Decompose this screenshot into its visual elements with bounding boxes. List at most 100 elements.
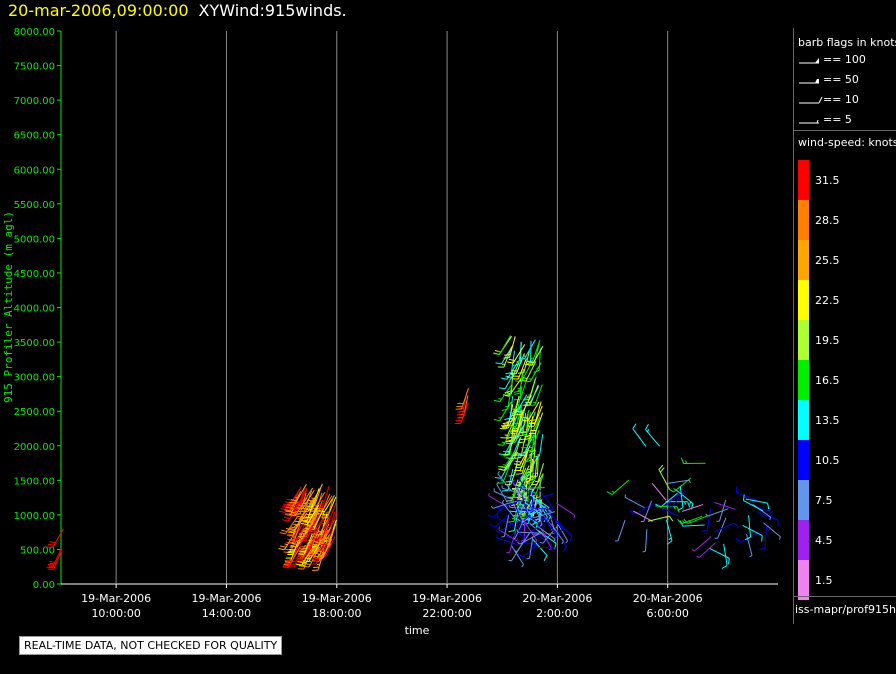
wind-barb-staff (524, 339, 536, 360)
wind-barb-feather (528, 449, 535, 453)
wind-barb-feather (506, 442, 513, 445)
wind-barb-staff (546, 511, 564, 528)
wind-barb-feather (291, 542, 298, 546)
wind-barb (46, 547, 63, 569)
wind-barb-staff (707, 508, 729, 517)
colorbar-swatch (798, 360, 809, 400)
wind-barb-feather (285, 514, 292, 517)
x-tick-label-time: 22:00:00 (422, 607, 471, 620)
wind-barb-feather (521, 419, 528, 422)
wind-barb-staff (306, 505, 319, 525)
wind-barb-feather (537, 506, 540, 510)
y-tick-label: 5500.00 (14, 200, 55, 211)
wind-barb-feather (284, 509, 291, 512)
wind-barb (507, 344, 526, 364)
wind-barb-staff (667, 479, 690, 484)
wind-barb-staff (531, 507, 554, 511)
wind-barb-staff (529, 536, 534, 559)
wind-barb-feather (761, 535, 763, 542)
wind-barb-staff (289, 491, 302, 511)
wind-barb-feather (515, 380, 522, 383)
wind-barb-staff (511, 400, 519, 422)
wind-barb (658, 464, 670, 490)
wind-barb-staff (519, 341, 522, 364)
wind-barb-staff (521, 495, 529, 517)
wind-barb-feather (531, 515, 535, 519)
y-tick-label: 4500.00 (14, 269, 55, 280)
wind-barb-feather (517, 372, 524, 374)
colorbar-label: 4.5 (815, 534, 833, 547)
colorbar-label: 19.5 (815, 334, 840, 347)
wind-barb-staff (517, 358, 527, 380)
wind-barb-feather (744, 536, 751, 541)
wind-barb (629, 503, 655, 515)
wind-barb-staff (530, 438, 535, 461)
wind-barb (318, 529, 334, 551)
wind-barb-staff (516, 489, 523, 511)
wind-barb-feather (514, 363, 521, 367)
wind-barb-feather (668, 505, 672, 508)
wind-barb-feather (759, 547, 766, 551)
wind-barb-feather (304, 563, 311, 565)
wind-barb-staff (525, 412, 529, 435)
flag-barb-icon (799, 79, 819, 84)
wind-barb (745, 533, 753, 558)
wind-barb-feather (493, 353, 500, 356)
wind-barb-feather (659, 467, 665, 473)
wind-barb-feather (496, 481, 500, 485)
wind-barb-staff (624, 496, 645, 509)
wind-barb-feather (322, 514, 329, 516)
wind-barb (757, 511, 779, 527)
wind-barb-staff (518, 478, 531, 498)
wind-barb-feather (497, 350, 502, 353)
wind-barb-staff (533, 498, 552, 513)
wind-barb-staff (671, 489, 686, 508)
wind-barb (497, 346, 513, 368)
colorbar-swatch (798, 440, 809, 480)
wind-barb-feather (689, 501, 692, 505)
wind-barb-staff (525, 477, 528, 501)
wind-barb-feather (302, 502, 306, 505)
wind-barb-feather (302, 560, 309, 563)
wind-barb-feather (562, 546, 567, 552)
wind-barb-staff (745, 498, 768, 504)
wind-barb-staff (538, 348, 541, 371)
wind-barb-staff (543, 517, 558, 536)
wind-barb-staff (660, 492, 678, 508)
wind-barb-staff (763, 522, 781, 538)
wind-barb-staff (302, 489, 315, 509)
wind-barb-staff (694, 536, 712, 552)
barb-label-50: == 50 (823, 73, 859, 86)
wind-barb (709, 547, 730, 565)
wind-barb-staff (658, 469, 670, 490)
wind-barb-feather (517, 553, 524, 558)
wind-barb-feather (285, 527, 289, 530)
wind-barb-feather (289, 527, 296, 531)
wind-barb-staff (313, 509, 324, 530)
wind-barb-feather (696, 555, 700, 559)
wind-barb-feather (632, 423, 637, 430)
wind-barb-feather (321, 517, 328, 519)
wind-barb-feather (317, 507, 324, 510)
wind-barb-staff (529, 522, 547, 539)
wind-barb-feather (284, 501, 292, 504)
wind-barb-staff (497, 518, 519, 528)
wind-barb (677, 515, 703, 525)
wind-barb (714, 502, 736, 510)
wind-barb-feather (297, 537, 304, 540)
wind-barb-feather (282, 519, 289, 522)
wind-barb (759, 526, 767, 551)
colorbar-swatch (798, 520, 809, 560)
wind-barb-feather (683, 518, 689, 524)
wind-barb-staff (499, 383, 513, 403)
wind-barb (665, 519, 673, 545)
wind-barb-feather (685, 460, 688, 464)
wind-barb-feather (560, 526, 564, 533)
wind-barb (497, 471, 512, 492)
wind-barb-staff (515, 394, 528, 414)
wind-barb (455, 388, 469, 410)
wind-barb (454, 402, 469, 424)
wind-barb (546, 511, 564, 533)
x-tick-label-date: 19-Mar-2006 (191, 592, 261, 605)
wind-barb-staff (519, 378, 528, 400)
